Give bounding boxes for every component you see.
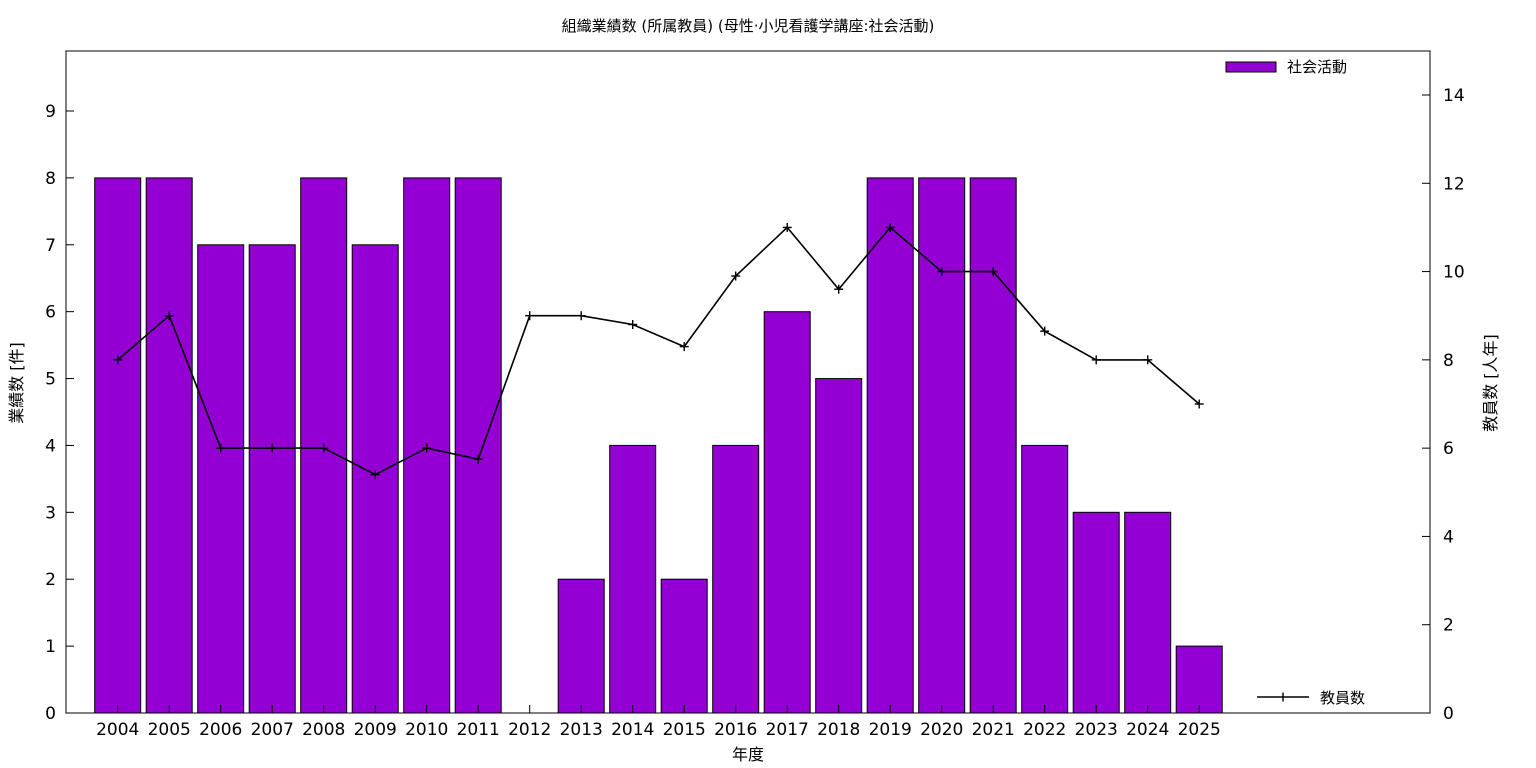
y2-tick-label: 6 <box>1443 439 1454 459</box>
staff-point-2023 <box>1091 355 1101 365</box>
staff-point-2014 <box>628 320 638 330</box>
bar-2015 <box>660 578 708 714</box>
y-tick-label: 3 <box>45 503 56 523</box>
staff-point-2004 <box>113 355 123 365</box>
x-tick-label: 2009 <box>354 720 397 740</box>
bar-2021 <box>969 177 1017 714</box>
legend-line-label: 教員数 <box>1320 689 1365 707</box>
staff-point-2010 <box>422 443 432 453</box>
y2-tick-label: 10 <box>1443 263 1465 283</box>
x-tick-label: 2019 <box>869 720 912 740</box>
x-tick-label: 2023 <box>1075 720 1118 740</box>
staff-point-2012 <box>525 311 535 321</box>
bar-2007 <box>248 244 296 714</box>
staff-point-2021 <box>988 267 998 277</box>
bar-2018 <box>815 378 863 714</box>
bar-2023 <box>1072 511 1120 714</box>
staff-point-2016 <box>731 271 741 281</box>
x-tick-label: 2011 <box>457 720 500 740</box>
y-tick-label: 4 <box>45 436 56 456</box>
y2-tick-label: 0 <box>1443 704 1454 724</box>
x-tick-label: 2014 <box>611 720 654 740</box>
x-tick-label: 2025 <box>1178 720 1221 740</box>
y-tick-label: 6 <box>45 303 56 323</box>
x-tick-label: 2022 <box>1023 720 1066 740</box>
bar-2011 <box>454 177 502 714</box>
bar-2016 <box>712 444 760 714</box>
x-tick-label: 2013 <box>560 720 603 740</box>
x-tick-label: 2010 <box>405 720 448 740</box>
staff-point-2025 <box>1194 399 1204 409</box>
bar-2013 <box>557 578 605 714</box>
y-axis-label: 業績数 [件] <box>7 342 26 424</box>
x-tick-label: 2018 <box>817 720 860 740</box>
y2-tick-label: 2 <box>1443 616 1454 636</box>
bar-2006 <box>197 244 245 714</box>
x-tick-label: 2017 <box>766 720 809 740</box>
bar-2017 <box>763 311 811 714</box>
y-tick-label: 0 <box>45 704 56 724</box>
staff-point-2008 <box>319 443 329 453</box>
y-tick-label: 2 <box>45 570 56 590</box>
y2-tick-label: 8 <box>1443 351 1454 371</box>
y2-axis-label: 教員数 [人年] <box>1481 334 1500 432</box>
staff-point-2011 <box>473 454 483 464</box>
bars-group <box>94 177 1223 714</box>
bar-2022 <box>1021 444 1069 714</box>
x-tick-label: 2024 <box>1126 720 1169 740</box>
x-tick-label: 2016 <box>714 720 757 740</box>
x-tick-label: 2006 <box>199 720 242 740</box>
x-tick-label: 2020 <box>920 720 963 740</box>
y-tick-label: 5 <box>45 370 56 390</box>
x-tick-label: 2007 <box>251 720 294 740</box>
y-tick-label: 9 <box>45 102 56 122</box>
staff-point-2015 <box>679 342 689 352</box>
staff-line-group <box>113 222 1204 480</box>
staff-point-2017 <box>782 222 792 232</box>
x-tick-label: 2012 <box>508 720 551 740</box>
x-tick-label: 2021 <box>972 720 1015 740</box>
bar-2005 <box>145 177 193 714</box>
bar-2014 <box>609 444 657 714</box>
y-tick-label: 7 <box>45 236 56 256</box>
staff-point-2018 <box>834 284 844 294</box>
bar-2024 <box>1124 511 1172 714</box>
staff-point-2019 <box>885 222 895 232</box>
y2-tick-label: 12 <box>1443 174 1465 194</box>
y2-tick-label: 4 <box>1443 527 1454 547</box>
legend-bar-label: 社会活動 <box>1287 58 1347 76</box>
x-tick-label: 2008 <box>302 720 345 740</box>
staff-point-2007 <box>267 443 277 453</box>
y2-tick-label: 14 <box>1443 86 1465 106</box>
x-tick-label: 2004 <box>96 720 139 740</box>
staff-point-2024 <box>1143 355 1153 365</box>
staff-point-2013 <box>576 311 586 321</box>
staff-point-2006 <box>216 443 226 453</box>
staff-point-2020 <box>937 267 947 277</box>
x-tick-label: 2005 <box>148 720 191 740</box>
bar-2019 <box>866 177 914 714</box>
y-tick-label: 8 <box>45 169 56 189</box>
legend-bar-swatch <box>1225 61 1277 73</box>
staff-point-2022 <box>1040 326 1050 336</box>
bar-2004 <box>94 177 142 714</box>
x-tick-label: 2015 <box>663 720 706 740</box>
staff-line <box>117 226 1200 476</box>
staff-point-2005 <box>164 311 174 321</box>
bar-2025 <box>1175 645 1223 714</box>
staff-point-2009 <box>370 470 380 480</box>
x-axis-label: 年度 <box>732 745 764 764</box>
y-tick-label: 1 <box>45 637 56 657</box>
plot-frame <box>65 50 1431 714</box>
chart-title: 組織業績数 (所属教員) (母性·小児看護学講座:社会活動) <box>562 17 935 35</box>
